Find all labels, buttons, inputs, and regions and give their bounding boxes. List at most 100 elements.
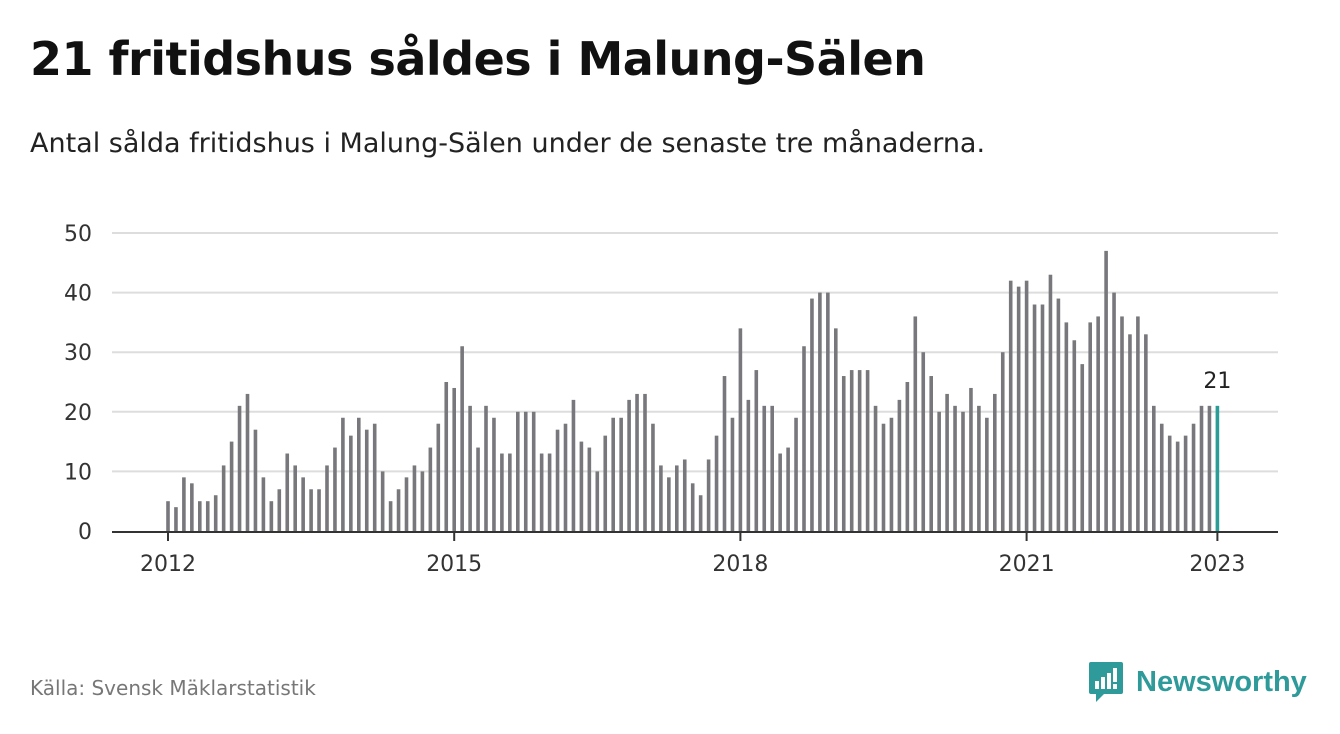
bar xyxy=(261,477,266,531)
bar xyxy=(364,429,369,531)
bar xyxy=(190,483,194,531)
newsworthy-logo-icon xyxy=(1089,662,1123,702)
bar xyxy=(754,370,759,531)
bar xyxy=(444,382,449,531)
bar xyxy=(1191,423,1196,531)
bar xyxy=(834,328,838,531)
bar xyxy=(595,471,600,531)
bar xyxy=(1048,274,1053,531)
bar xyxy=(969,387,973,531)
bar xyxy=(436,423,441,531)
bar xyxy=(611,417,615,531)
bar xyxy=(841,376,846,531)
bar xyxy=(643,393,647,531)
bar xyxy=(706,459,711,531)
y-tick-label: 20 xyxy=(64,401,92,426)
bar xyxy=(682,459,687,531)
y-axis-ticks: 0 10 20 30 40 50 xyxy=(64,222,92,545)
bar xyxy=(420,471,425,531)
bar xyxy=(285,453,290,531)
bar xyxy=(182,477,186,531)
bar xyxy=(468,405,472,531)
bar xyxy=(1024,280,1029,531)
bar xyxy=(523,411,528,531)
bar xyxy=(794,417,798,531)
bar xyxy=(810,298,814,531)
bar xyxy=(1080,364,1085,531)
x-tick-label: 2015 xyxy=(426,552,482,577)
bar xyxy=(1120,316,1124,531)
bar xyxy=(1072,340,1077,531)
bar xyxy=(1032,304,1037,531)
bar xyxy=(667,477,671,531)
bar xyxy=(730,417,735,531)
bar xyxy=(770,405,774,531)
bar xyxy=(818,292,822,531)
bar xyxy=(412,465,417,531)
bar xyxy=(484,405,488,531)
bar xyxy=(1056,298,1061,531)
bar xyxy=(1040,304,1045,531)
bar xyxy=(1175,441,1180,531)
x-tick-label: 2018 xyxy=(712,552,768,577)
bar xyxy=(953,405,957,531)
source-note: Källa: Svensk Mäklarstatistik xyxy=(30,676,316,700)
bar xyxy=(317,489,321,531)
bar xyxy=(1000,352,1005,531)
newsworthy-logo[interactable]: Newsworthy xyxy=(1088,660,1307,704)
x-axis-ticks: 2012 2015 2018 2021 2023 xyxy=(140,532,1245,577)
bar xyxy=(1128,334,1132,531)
bar xyxy=(865,370,870,531)
bar xyxy=(579,441,584,531)
bar xyxy=(873,405,878,531)
bar xyxy=(325,465,329,531)
bar xyxy=(198,501,202,531)
bar xyxy=(857,370,862,531)
bar xyxy=(698,495,703,531)
bar xyxy=(921,352,926,531)
bar xyxy=(889,417,894,531)
bar xyxy=(388,501,393,531)
bar xyxy=(516,411,520,531)
bar xyxy=(205,501,210,531)
bar xyxy=(738,328,743,531)
bar xyxy=(293,465,297,531)
bar xyxy=(269,501,274,531)
bar xyxy=(762,405,767,531)
bars xyxy=(166,250,1220,531)
bar xyxy=(603,435,608,531)
brand-name: Newsworthy xyxy=(1136,665,1307,698)
x-tick-label: 2023 xyxy=(1189,552,1245,577)
bar xyxy=(945,393,949,531)
bar xyxy=(1112,292,1116,531)
bar xyxy=(1167,435,1172,531)
bar xyxy=(380,471,385,531)
bar xyxy=(651,423,655,531)
bar xyxy=(1136,316,1140,531)
bar xyxy=(778,453,782,531)
bar xyxy=(1008,280,1013,531)
grid-lines xyxy=(112,232,1278,473)
bar xyxy=(555,429,560,531)
bar xyxy=(357,417,361,531)
bar xyxy=(802,346,806,531)
bar xyxy=(245,393,250,531)
bar xyxy=(213,495,218,531)
bar xyxy=(428,447,433,531)
bar xyxy=(500,453,504,531)
bar xyxy=(563,423,568,531)
bar xyxy=(786,447,790,531)
bar xyxy=(341,417,345,531)
bar xyxy=(897,399,902,531)
bar xyxy=(508,453,512,531)
bar xyxy=(1088,322,1092,531)
bar xyxy=(221,465,226,531)
bar xyxy=(404,477,409,531)
bar xyxy=(659,465,663,531)
bar-highlight xyxy=(1215,405,1220,531)
bar xyxy=(253,429,258,531)
bar xyxy=(1207,405,1212,531)
bar xyxy=(849,370,854,531)
bar xyxy=(1152,405,1156,531)
bar xyxy=(547,453,552,531)
